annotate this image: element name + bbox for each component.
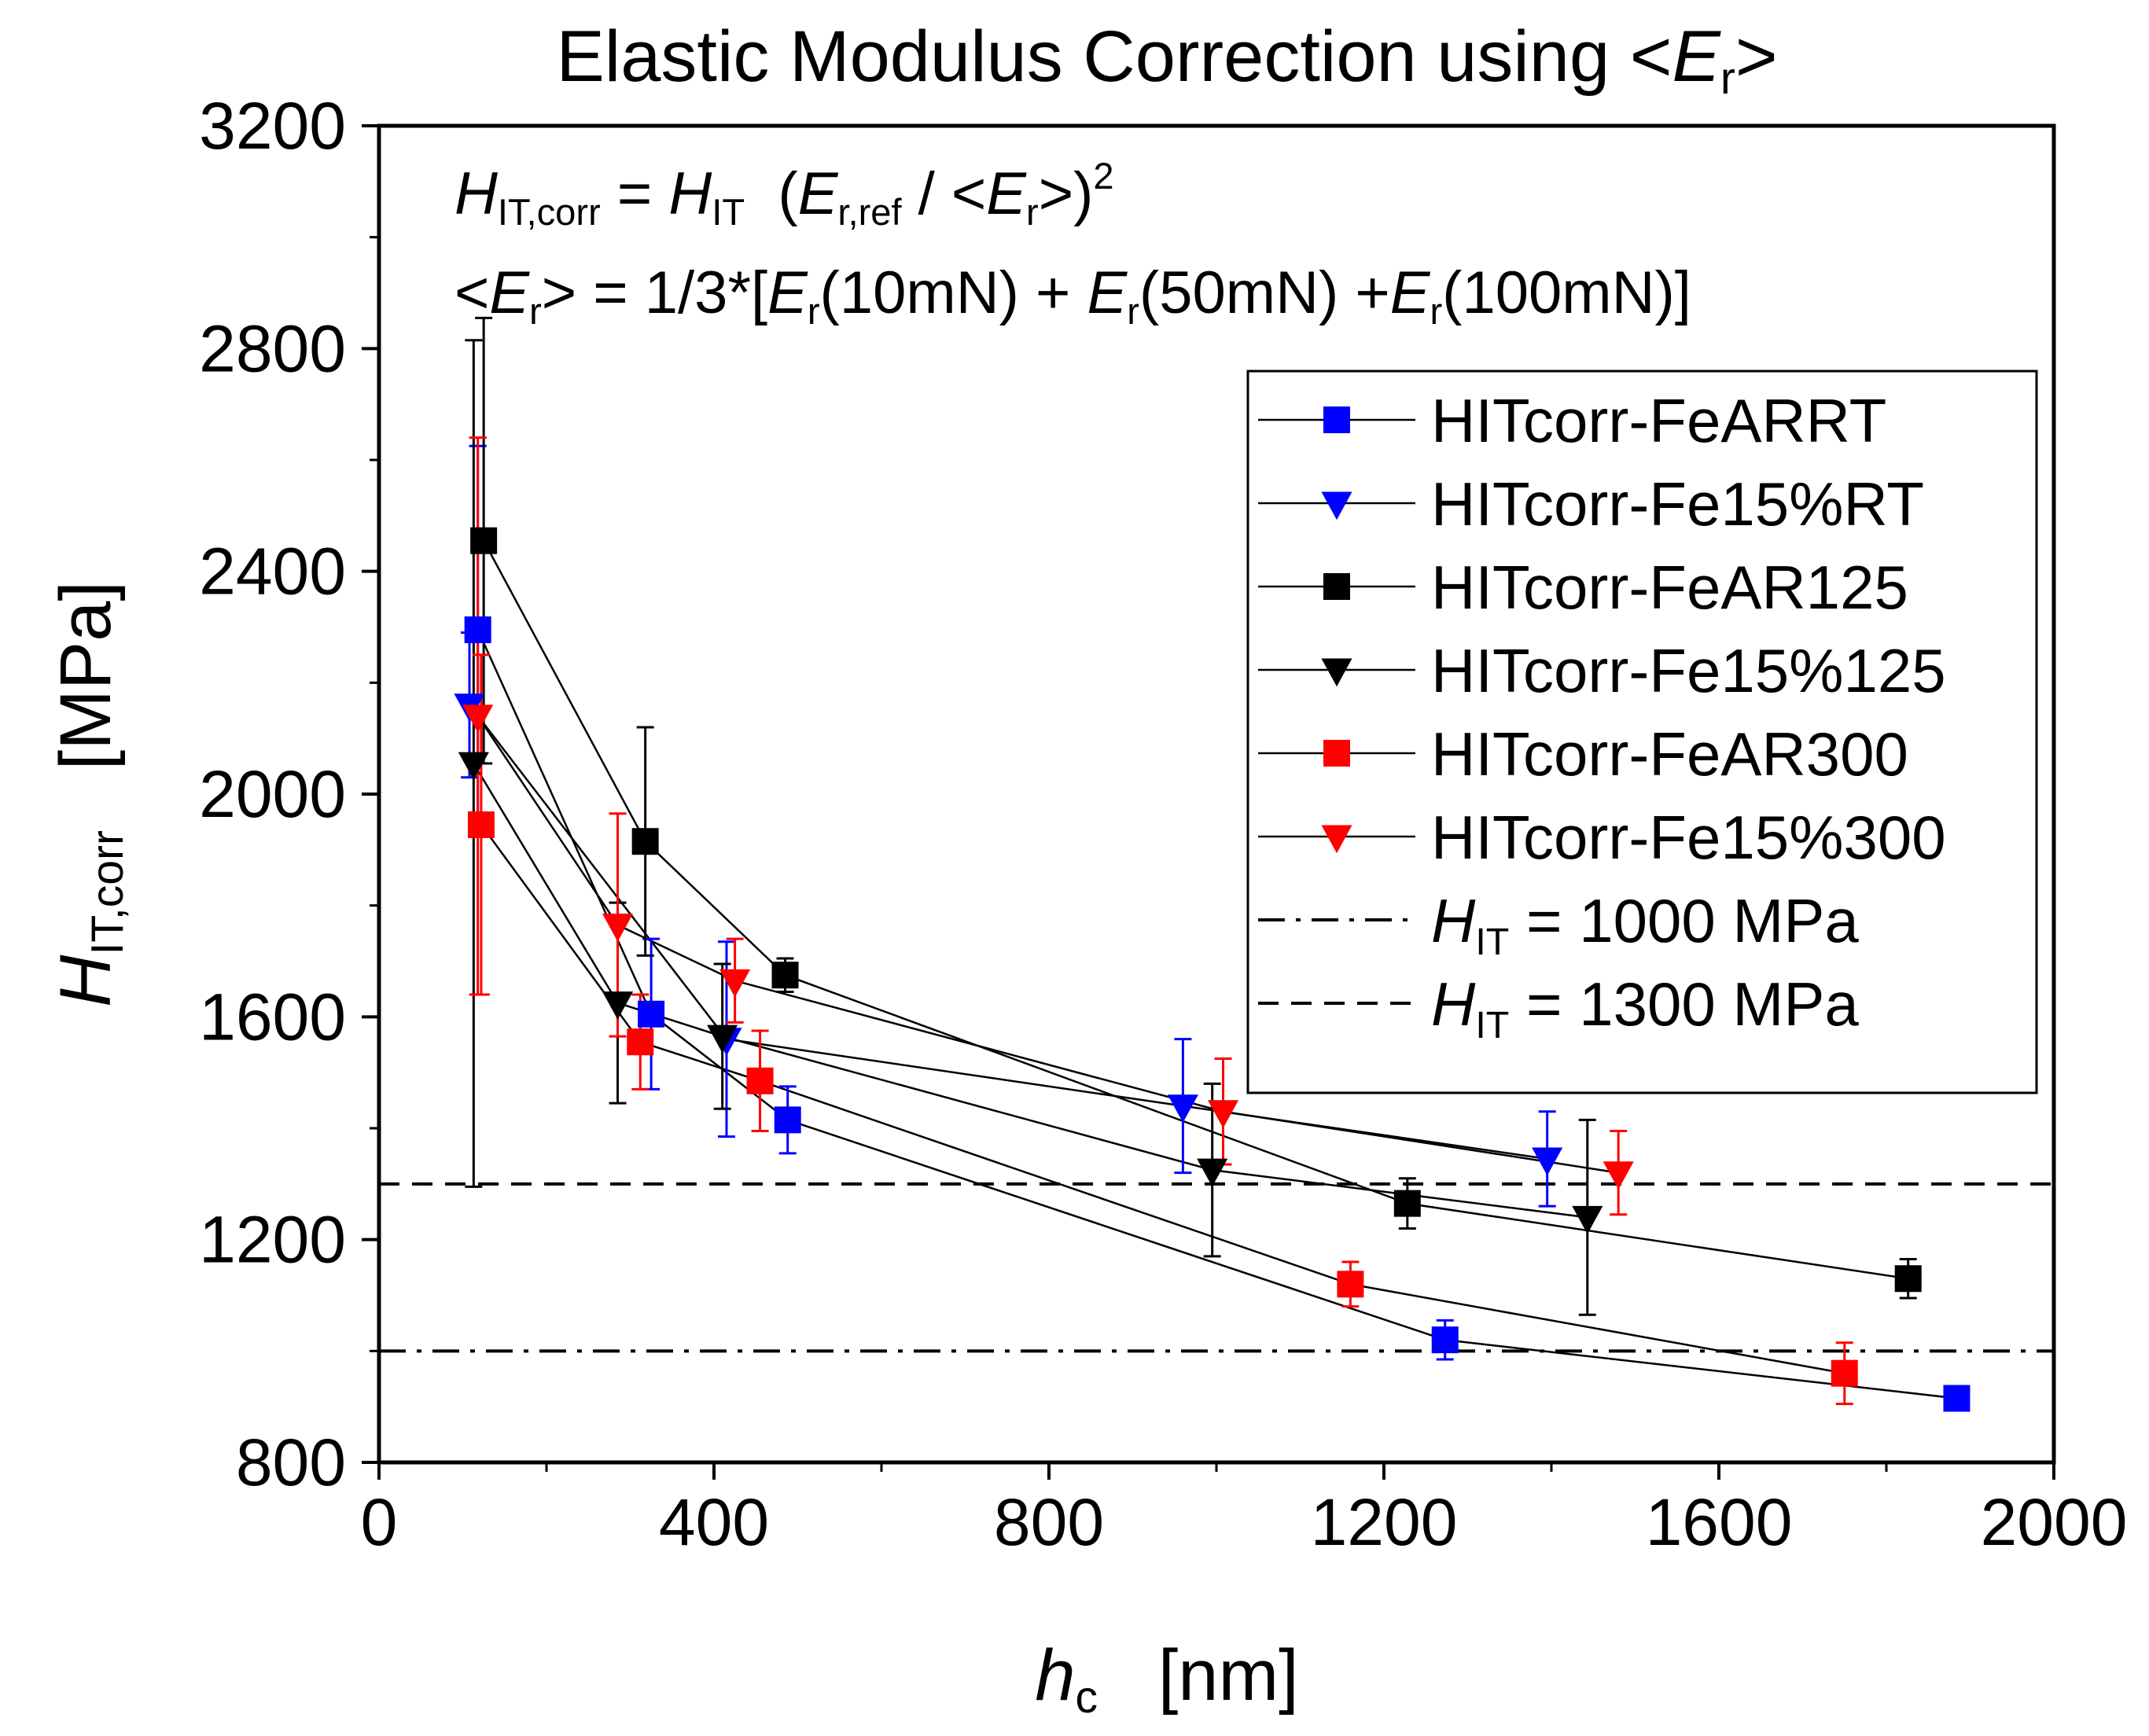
series-line (469, 704, 1547, 1160)
data-point (470, 527, 498, 554)
data-point (1167, 1094, 1198, 1123)
y-tick-label: 2000 (199, 757, 346, 831)
data-point (1532, 1147, 1563, 1176)
legend: HITcorr-FeARRT HITcorr-Fe15%RT HITcorr-FeA… (1246, 370, 2038, 1094)
x-tick-label: 0 (361, 1485, 398, 1559)
data-point (638, 1000, 665, 1028)
y-tick-label: 3200 (199, 89, 346, 163)
data-point (771, 962, 799, 989)
data-point (602, 991, 634, 1020)
data-point (458, 752, 489, 781)
data-point (631, 828, 659, 855)
legend-label: HITcorr-FeAR125 (1431, 553, 1908, 622)
legend-label: HIT = 1300 MPa (1431, 969, 1859, 1046)
x-tick-label: 1600 (1646, 1485, 1793, 1559)
data-point (467, 811, 495, 838)
formula-line-2: <Er> = 1/3*[Er(10mN) + Er(50mN) +Er(100m… (454, 259, 1691, 332)
data-point (1943, 1385, 1971, 1412)
legend-label: HITcorr-Fe15%125 (1431, 636, 1946, 705)
data-point (1831, 1359, 1858, 1387)
x-tick-label: 2000 (1981, 1485, 2128, 1559)
x-tick-label: 800 (994, 1485, 1104, 1559)
y-axis-title: HIT,corr [MPa] (46, 581, 133, 1007)
data-point (774, 1106, 801, 1134)
axis-ticks: 0 400 800 1200 1600 2000 800 1200 1600 2000 2400 28… (199, 89, 2127, 1559)
data-point (1603, 1161, 1634, 1190)
data-point (1431, 1326, 1459, 1354)
x-tick-label: 400 (659, 1485, 769, 1559)
formula-line-1: HIT,corr = HIT (Er,ref / <Er>)2 (454, 155, 1114, 233)
legend-label: HIT = 1000 MPa (1431, 886, 1859, 963)
data-point (1393, 1190, 1421, 1217)
legend-label: HITcorr-Fe15%300 (1431, 803, 1946, 872)
legend-marker (1323, 406, 1350, 433)
data-point (627, 1028, 654, 1056)
x-axis-title: hc [nm] (1035, 1635, 1298, 1723)
legend-marker (1321, 491, 1352, 520)
y-tick-label: 1600 (199, 980, 346, 1054)
y-tick-label: 1200 (199, 1203, 346, 1277)
legend-frame (1246, 370, 2038, 1094)
data-point (1197, 1158, 1228, 1187)
data-point (1337, 1271, 1364, 1298)
data-point (1572, 1205, 1603, 1234)
data-point (464, 616, 491, 644)
x-tick-label: 1200 (1311, 1485, 1458, 1559)
legend-label: HITcorr-FeARRT (1431, 386, 1886, 455)
legend-label: HITcorr-Fe15%RT (1431, 469, 1924, 539)
y-tick-label: 2800 (199, 311, 346, 385)
data-point (707, 1024, 738, 1054)
reference-lines (379, 1182, 2054, 1353)
series-markers (454, 527, 1971, 1412)
chart-title: Elastic Modulus Correction using <Er> (556, 17, 1777, 104)
data-point (1207, 1100, 1239, 1128)
data-point (462, 704, 494, 734)
legend-label: HITcorr-FeAR300 (1431, 719, 1908, 789)
y-tick-label: 800 (236, 1425, 346, 1499)
data-point (602, 914, 634, 942)
legend-marker (1323, 740, 1350, 767)
legend-marker (1323, 573, 1350, 600)
data-point (719, 969, 751, 998)
data-point (1894, 1265, 1922, 1293)
legend-marker (1321, 658, 1352, 687)
legend-marker (1321, 825, 1352, 854)
data-point (746, 1067, 774, 1094)
y-tick-label: 2400 (199, 535, 346, 609)
